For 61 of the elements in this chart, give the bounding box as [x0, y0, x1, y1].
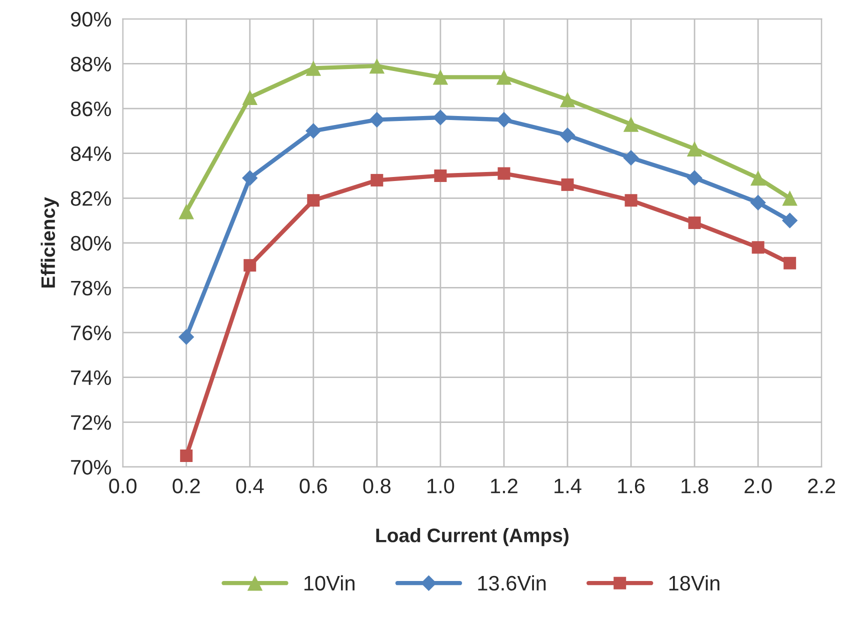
y-tick-label: 90%	[70, 12, 111, 27]
y-tick-label: 80%	[70, 236, 111, 251]
y-tick-label: 76%	[71, 326, 111, 340]
point	[369, 58, 385, 74]
point	[498, 167, 510, 180]
y-tick-label: 78%	[71, 280, 111, 296]
x-tick-label: 1.6	[618, 478, 645, 494]
point	[688, 216, 701, 230]
point	[178, 329, 194, 345]
x-axis-title: Load Current (Amps)	[376, 528, 568, 546]
legend-label: 18Vin	[669, 575, 720, 591]
point	[434, 169, 447, 182]
y-axis-title: Efficiency	[40, 197, 59, 288]
x-tick-label: 1.2	[491, 478, 518, 494]
point	[496, 112, 512, 128]
point	[306, 123, 322, 139]
x-tick-label: 2.0	[744, 478, 772, 494]
point	[686, 141, 702, 156]
x-tick-label: 0.2	[172, 478, 200, 494]
x-tick-label: 0.8	[363, 478, 390, 494]
y-tick-label: 82%	[70, 191, 111, 206]
x-tick-label: 0.4	[236, 478, 264, 494]
x-tick-label: 0.0	[109, 478, 136, 494]
point	[782, 212, 798, 228]
point	[242, 170, 258, 186]
y-tick-label: 88%	[70, 56, 111, 72]
x-tick-label: 0.6	[300, 478, 327, 494]
point	[370, 174, 384, 186]
point	[496, 70, 512, 85]
x-tick-label: 1.4	[554, 478, 582, 494]
point	[178, 204, 194, 220]
point	[623, 116, 639, 132]
point	[180, 449, 193, 462]
point	[784, 256, 796, 270]
point	[244, 259, 256, 272]
legend-label: 13.6Vin	[478, 575, 546, 591]
point	[623, 150, 639, 166]
point	[782, 190, 798, 206]
point	[752, 241, 764, 254]
point	[307, 194, 320, 207]
point	[624, 194, 638, 207]
point	[306, 60, 322, 76]
y-tick-label: 70%	[71, 460, 111, 475]
x-tick-label: 1.8	[682, 478, 708, 494]
x-tick-label: 2.2	[808, 478, 836, 494]
y-tick-label: 72%	[71, 415, 111, 430]
point	[432, 110, 448, 126]
point	[560, 128, 576, 144]
y-tick-label: 74%	[71, 370, 111, 386]
legend-label: 10Vin	[304, 575, 354, 591]
point	[242, 90, 258, 105]
y-tick-label: 84%	[70, 146, 111, 162]
point	[750, 170, 766, 186]
point	[686, 170, 702, 186]
point	[369, 112, 385, 128]
point	[750, 194, 766, 210]
x-tick-label: 1.0	[428, 478, 454, 494]
point	[432, 70, 448, 85]
y-tick-label: 86%	[70, 102, 111, 116]
point	[560, 92, 576, 108]
point	[561, 178, 574, 191]
